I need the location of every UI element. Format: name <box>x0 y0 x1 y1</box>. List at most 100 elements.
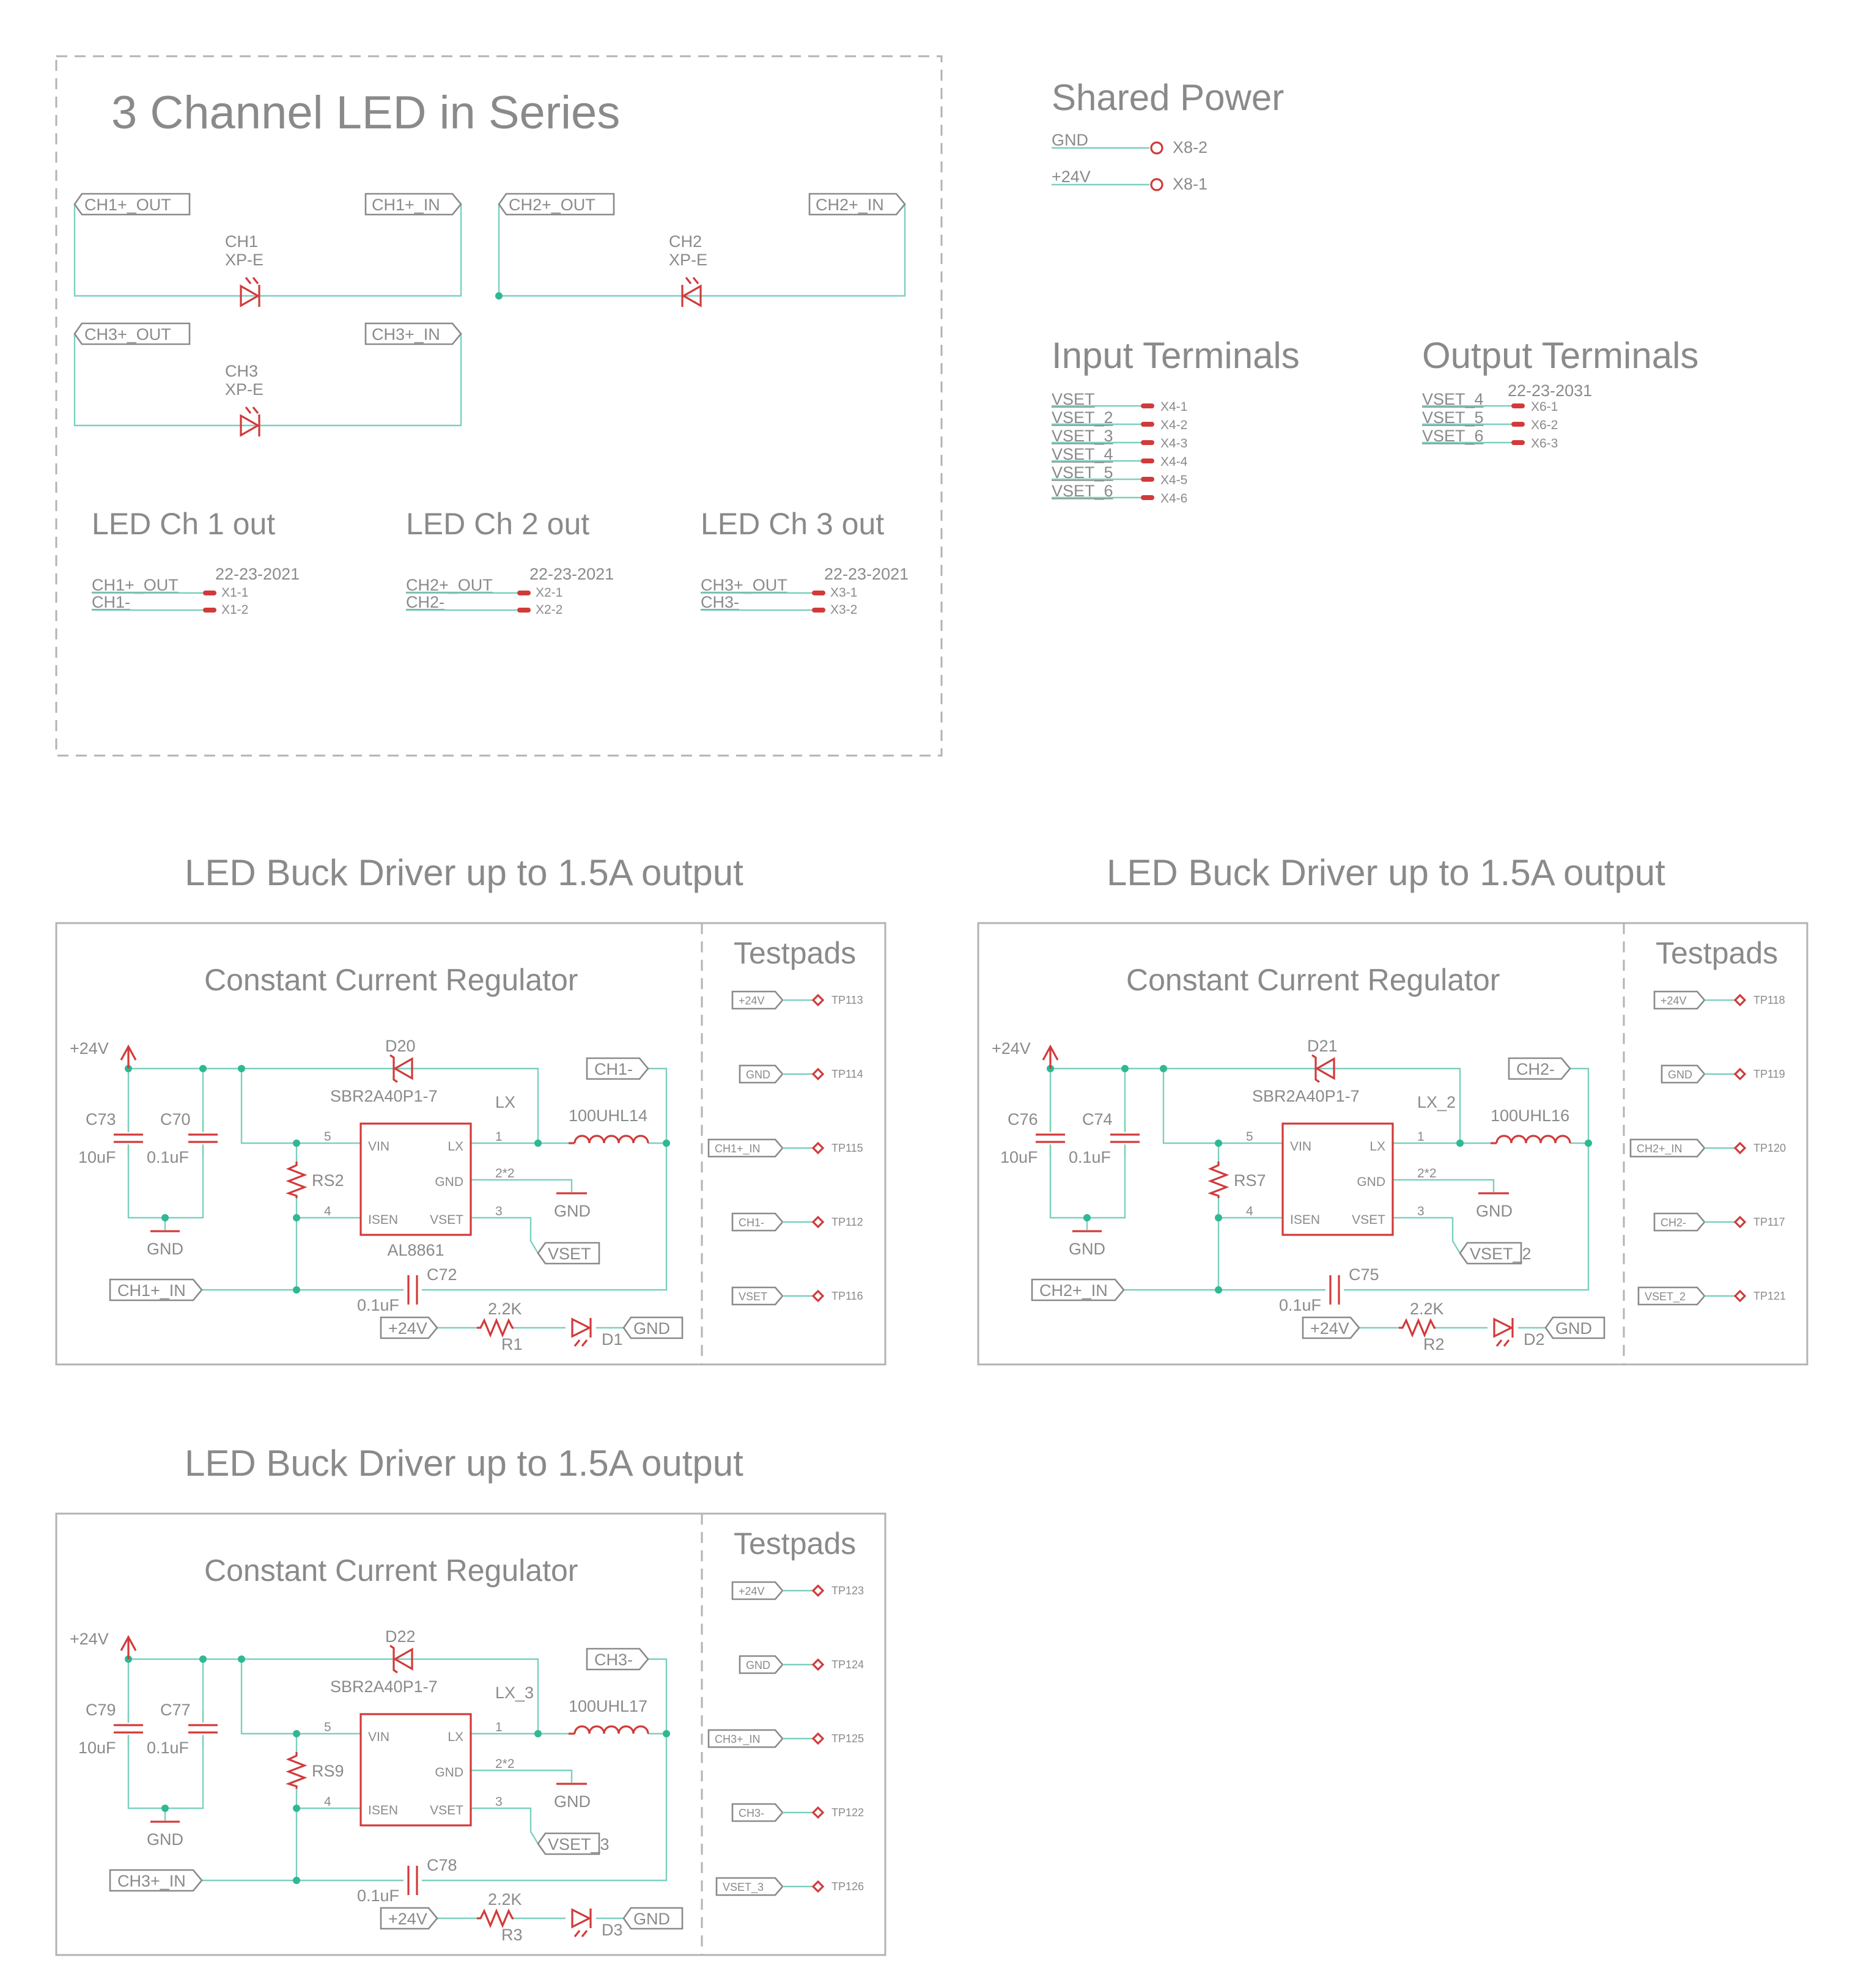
net-flag-vin-text: +24V <box>388 1319 427 1338</box>
cin1-ref: C76 <box>1008 1110 1038 1128</box>
net-flag-gnd <box>622 1316 684 1339</box>
sense-resistor <box>286 1752 308 1789</box>
led-ray <box>1503 1339 1510 1347</box>
net-flag-gnd <box>622 1907 684 1930</box>
testpad-net: CH3- <box>739 1807 764 1819</box>
testpad-pad <box>811 1215 825 1229</box>
wire <box>422 1143 668 1291</box>
connector-title: LED Ch 2 out <box>406 507 589 541</box>
ic-pin-num-2: 2*2 <box>1417 1166 1437 1180</box>
pin-pad <box>517 591 531 595</box>
ic-pin-vset: VSET <box>430 1803 463 1817</box>
cin2-ref: C74 <box>1082 1110 1113 1128</box>
connector-title: LED Ch 1 out <box>92 507 275 541</box>
wire <box>241 1067 539 1143</box>
pin-pad <box>1141 422 1154 427</box>
ic-pin-num-5: 5 <box>324 1130 331 1144</box>
testpad-4: CH1- TP112 <box>731 1212 863 1232</box>
diode-ref: D22 <box>385 1627 416 1646</box>
testpad-3: CH3+_IN TP125 <box>707 1729 864 1748</box>
led-ch2-ref: CH2 <box>669 232 702 251</box>
cout-ref: C75 <box>1349 1265 1379 1284</box>
connector-net1: CH1+_OUT <box>92 576 179 594</box>
pin-pad <box>1141 477 1154 482</box>
wire <box>648 1658 668 1735</box>
testpad-pad <box>1733 1215 1747 1229</box>
junction <box>1215 1214 1222 1221</box>
testpad-4: CH2- TP117 <box>1653 1212 1785 1232</box>
ic-pin-num-3: 3 <box>1417 1204 1425 1218</box>
ic-pin-isen: ISEN <box>368 1803 398 1817</box>
testpad-3: CH1+_IN TP115 <box>707 1138 863 1158</box>
shared-power-net: +24V <box>1052 168 1091 186</box>
junction <box>293 1214 300 1221</box>
driver-subtitle: Constant Current Regulator <box>1126 963 1500 997</box>
net-flag-out-pos <box>109 1869 203 1892</box>
cin1-val: 10uF <box>1000 1148 1038 1166</box>
gnd-label-ic: GND <box>554 1202 591 1220</box>
junction <box>1456 1139 1464 1147</box>
net-flag-vset <box>1459 1242 1522 1265</box>
ic-pin-isen: ISEN <box>368 1213 398 1227</box>
ic-pin-lx: LX <box>448 1139 463 1154</box>
junction <box>293 1286 300 1294</box>
led-ch2 <box>681 277 702 307</box>
wire <box>1393 1179 1495 1192</box>
indicator-resistor <box>477 1908 514 1929</box>
testpad-ref: TP114 <box>831 1068 863 1080</box>
pin-pad <box>1511 440 1525 445</box>
testpad-pad <box>811 1289 825 1303</box>
net-flag-vset-text: VSET_2 <box>1470 1245 1532 1263</box>
cin2-val: 0.1uF <box>1069 1148 1111 1166</box>
shared-power-net: GND <box>1052 131 1088 149</box>
cin1-val: 10uF <box>78 1148 116 1166</box>
testpad-ref: TP121 <box>1753 1290 1786 1302</box>
inductor-part: 100UHL16 <box>1491 1106 1569 1125</box>
testpad-ref: TP116 <box>831 1290 863 1302</box>
buck-driver-1: LED Buck Driver up to 1.5A output Constan… <box>55 852 887 1366</box>
vin-label: +24V <box>70 1630 109 1648</box>
testpad-5: VSET_3 TP126 <box>715 1877 864 1896</box>
indicator-res-ref: R3 <box>501 1926 523 1944</box>
testpad-ref: TP112 <box>831 1216 863 1228</box>
testpad-net: CH1- <box>739 1217 764 1229</box>
junction <box>663 1730 670 1737</box>
ic-pin-isen: ISEN <box>1290 1213 1320 1227</box>
junction <box>1121 1065 1129 1072</box>
cin1-val: 10uF <box>78 1739 116 1757</box>
ic-pin-gnd: GND <box>1357 1175 1385 1189</box>
indicator-led-ref: D1 <box>602 1330 623 1349</box>
testpad-2: GND TP119 <box>1661 1064 1785 1084</box>
net-flag-vin-text: +24V <box>388 1910 427 1928</box>
led-series-panel: 3 Channel LED in Series CH1+_OUT CH1+_IN… <box>55 55 943 757</box>
ic-pin-num-4: 4 <box>324 1204 331 1218</box>
driver-subtitle: Constant Current Regulator <box>204 963 578 997</box>
diode-part: SBR2A40P1-7 <box>330 1677 438 1696</box>
net-flag-gnd-text: GND <box>1555 1319 1592 1338</box>
testpad-net-flag <box>715 1877 784 1896</box>
shared-power-block: Shared Power GND X8-2 +24V X8-1 <box>1052 77 1284 193</box>
wire <box>128 1658 297 1735</box>
ic-pin-vin: VIN <box>1290 1139 1311 1154</box>
net-flag-vin <box>380 1316 438 1339</box>
vin-label: +24V <box>70 1039 109 1058</box>
wire <box>471 1769 573 1783</box>
pin-pad <box>812 608 825 613</box>
testpad-net: CH2- <box>1661 1217 1686 1229</box>
net-flag-vin <box>380 1907 438 1930</box>
net-flag-vset-text: VSET <box>548 1245 591 1263</box>
terminal-pin: X6-2 <box>1531 418 1558 432</box>
connector-net1: CH2+_OUT <box>406 576 493 594</box>
indicator-res-ref: R2 <box>1423 1335 1445 1353</box>
testpad-ref: TP113 <box>831 994 863 1006</box>
testpad-net: GND <box>746 1659 770 1671</box>
net-flag-out-neg-text: CH3- <box>594 1651 633 1669</box>
led-ch1-part: XP-E <box>225 251 264 269</box>
ic-part: AL8861 <box>387 1241 444 1259</box>
junction <box>1160 1065 1167 1072</box>
testpad-ref: TP118 <box>1753 994 1785 1006</box>
testpad-ref: TP125 <box>831 1732 864 1745</box>
testpad-1: +24V TP113 <box>731 990 863 1010</box>
